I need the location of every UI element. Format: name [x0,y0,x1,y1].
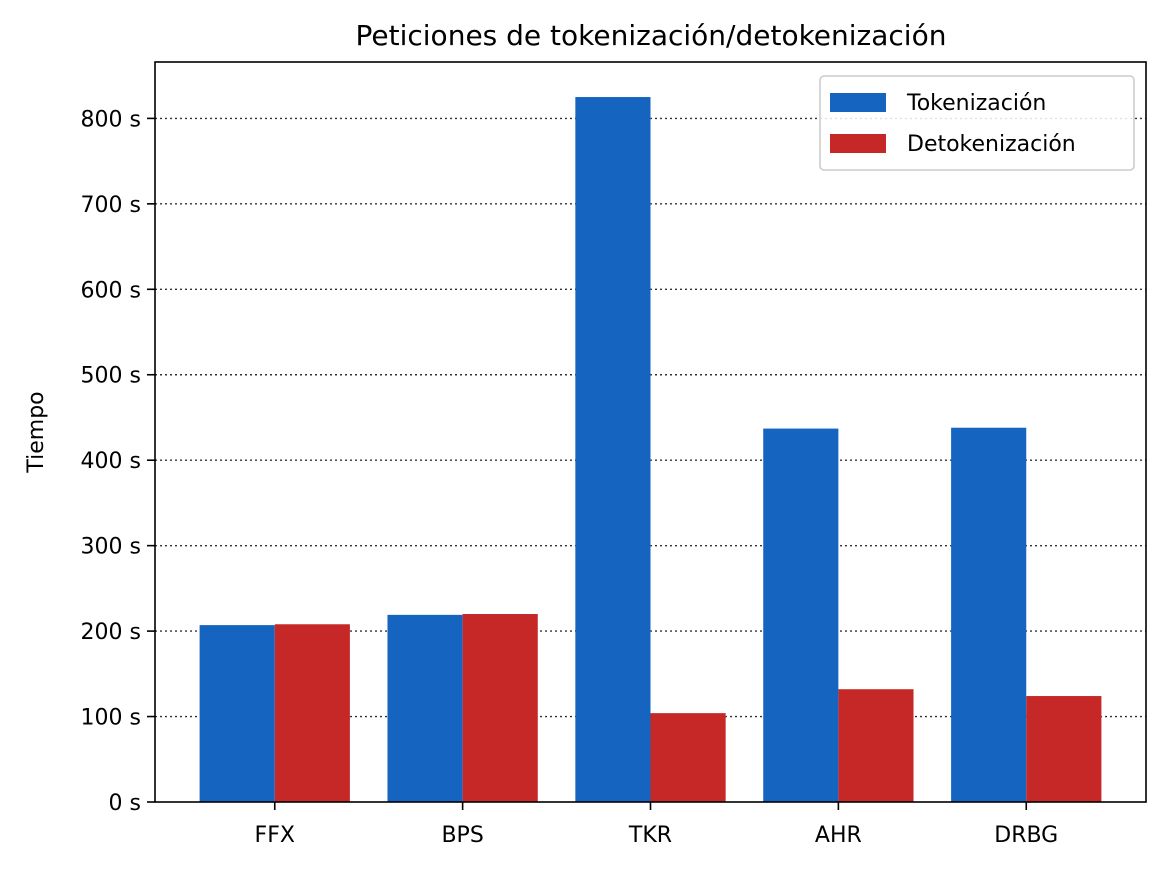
y-tick-label: 400 s [81,449,141,474]
y-tick-label: 300 s [81,535,141,560]
y-tick-label: 600 s [81,278,141,303]
y-tick-label: 700 s [81,193,141,218]
y-tick-label: 100 s [81,706,141,731]
y-tick-label: 500 s [81,364,141,389]
bar-ffx-series-0 [199,625,275,802]
chart-title: Peticiones de tokenización/detokenizació… [356,19,947,52]
bar-bps-series-1 [462,614,538,802]
x-tick-label: AHR [815,823,862,848]
x-tick-label: TKR [628,823,672,848]
plot-frame [154,61,1147,803]
bars [199,97,1102,802]
tick-labels: 0 s 100 s 200 s 300 s 400 s 500 s 600 s 700 s 80… [81,107,1059,848]
legend-label-series-1: Detokenización [907,132,1076,157]
x-tick-label: BPS [441,823,483,848]
bar-drbg-series-1 [1026,696,1102,802]
bar-ffx-series-1 [274,624,350,802]
y-tick-label: 800 s [81,107,141,132]
legend-label-series-0: Tokenización [906,91,1046,116]
bar-drbg-series-0 [951,427,1027,802]
legend-swatch-series-0 [830,93,886,112]
y-axis-label: Tiempo [24,391,49,473]
bar-tkr-series-0 [575,97,651,802]
legend: Tokenización Detokenización [819,75,1135,171]
x-tick-label: FFX [255,823,295,848]
y-tick-label: 0 s [109,791,141,816]
legend-box [819,75,1135,171]
bar-bps-series-0 [387,614,463,802]
bar-tkr-series-1 [650,713,726,802]
legend-swatch-series-1 [830,134,886,153]
y-tick-label: 200 s [81,620,141,645]
x-tick-label: DRBG [994,823,1058,848]
axes [147,61,1147,810]
bar-ahr-series-1 [838,689,914,802]
bar-ahr-series-0 [763,428,839,802]
